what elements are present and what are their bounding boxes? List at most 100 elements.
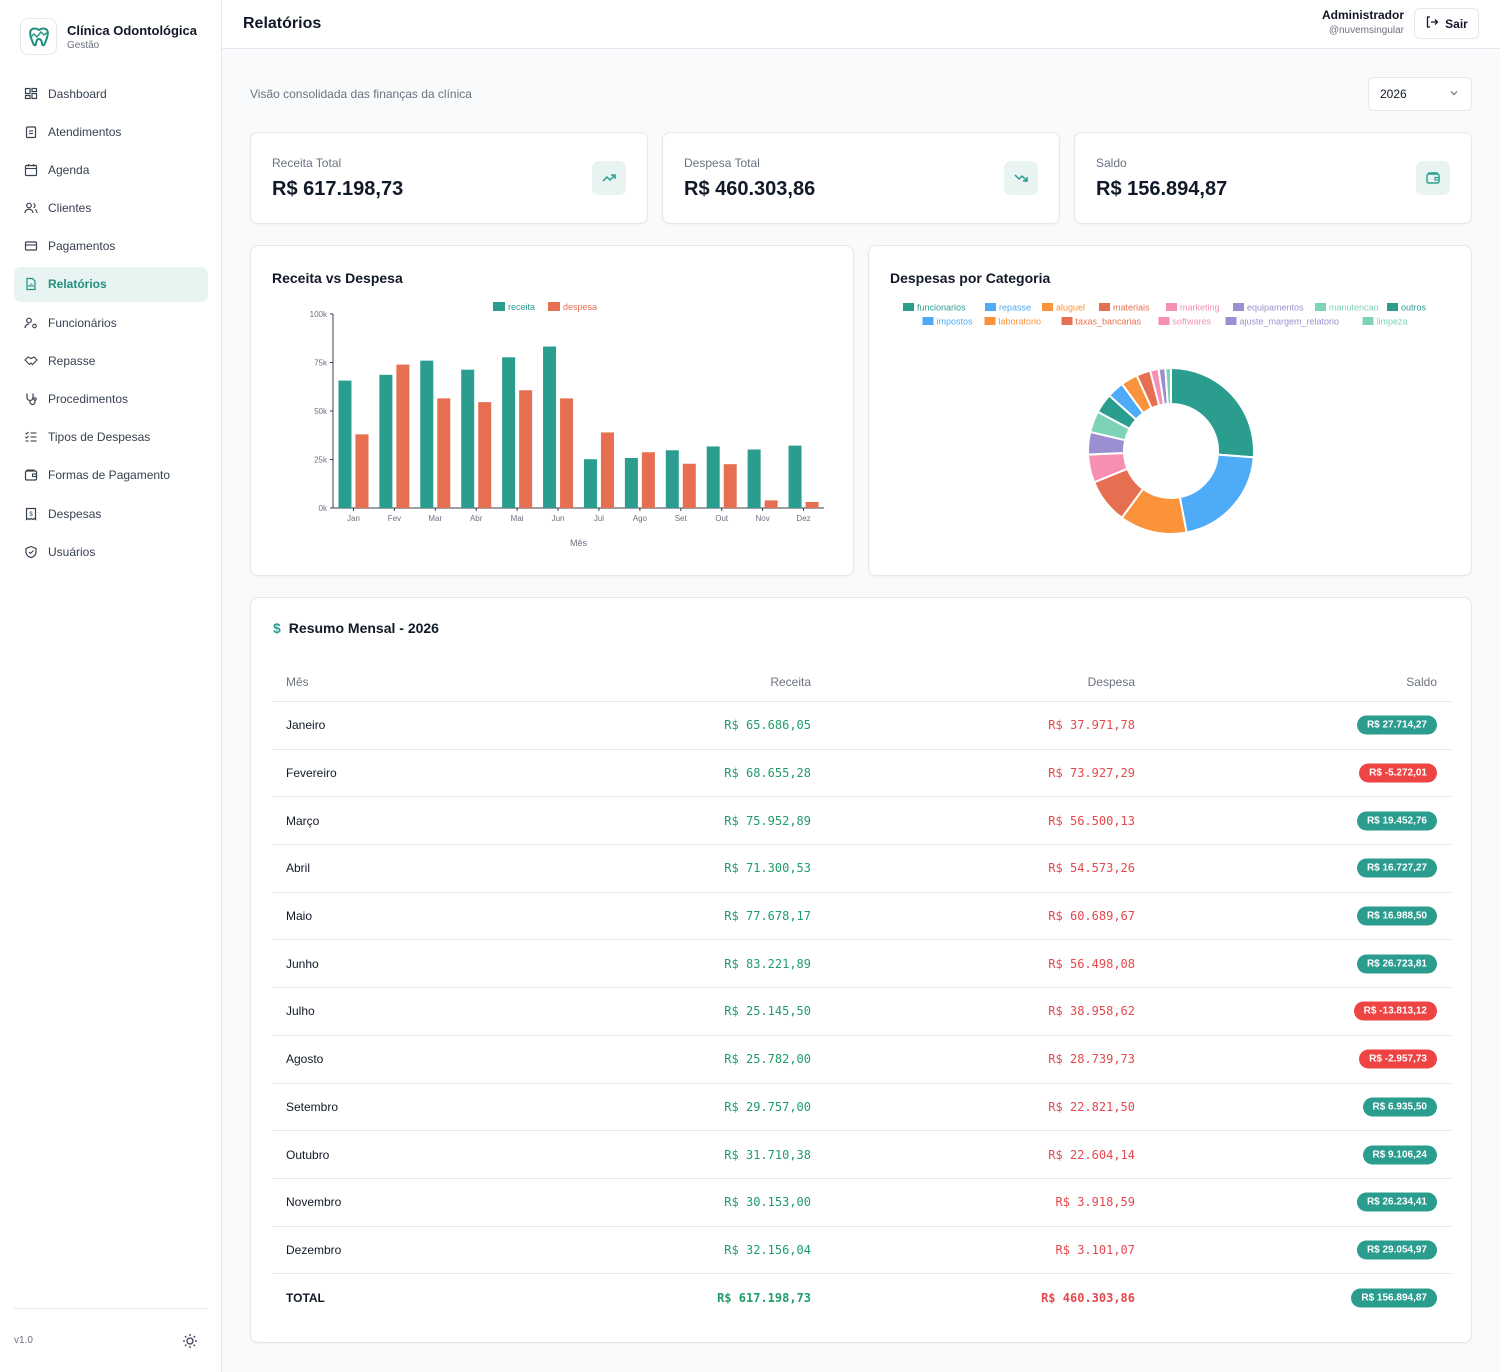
sidebar-item-tipos-de-despesas[interactable]: Tipos de Despesas — [14, 420, 208, 455]
legend-swatch — [493, 302, 505, 311]
sun-icon[interactable] — [182, 1333, 198, 1349]
cell-saldo: R$ 19.452,76 — [1356, 811, 1437, 831]
legend-label: manutencao — [1329, 303, 1379, 313]
cell-saldo: R$ 26.723,81 — [1356, 954, 1437, 974]
col-header-despesa[interactable]: Despesa — [1087, 674, 1135, 689]
x-axis-label: Mês — [570, 538, 588, 548]
version-label: v1.0 — [14, 1335, 33, 1346]
brand[interactable]: Clínica Odontológica Gestão — [20, 18, 197, 55]
sidebar-item-label: Agenda — [48, 162, 90, 177]
sidebar-item-funcionarios[interactable]: Funcionários — [14, 305, 208, 340]
cell-despesa: R$ 56.498,08 — [1048, 956, 1135, 971]
bar-despesa — [560, 398, 574, 508]
sidebar-item-clientes[interactable]: Clientes — [14, 191, 208, 226]
bar-despesa — [600, 432, 614, 508]
cell-despesa: R$ 54.573,26 — [1048, 861, 1135, 876]
year-select-value: 2026 — [1380, 87, 1407, 101]
col-header-receita[interactable]: Receita — [770, 674, 811, 689]
sidebar-item-despesas[interactable]: $ Despesas — [14, 496, 208, 531]
sidebar-item-formas-de-pagamento[interactable]: Formas de Pagamento — [14, 458, 208, 493]
cell-receita: R$ 65.686,05 — [724, 718, 811, 733]
stat-card-despesa: Despesa Total R$ 460.303,86 — [662, 132, 1060, 224]
table-row: Dezembro R$ 32.156,04 R$ 3.101,07 R$ 29.054… — [272, 1227, 1451, 1275]
brand-subtitle: Gestão — [67, 39, 100, 51]
bar-receita — [788, 445, 802, 508]
sidebar-item-label: Dashboard — [48, 86, 107, 101]
logout-button[interactable]: Sair — [1414, 8, 1479, 39]
stat-card-receita: Receita Total R$ 617.198,73 — [250, 132, 648, 224]
summary-table: Mês Receita Despesa Saldo Janeiro R$ 65.6… — [272, 662, 1451, 1322]
bar-despesa — [682, 463, 696, 508]
bar-despesa — [478, 402, 492, 508]
cell-saldo: R$ 156.894,87 — [1351, 1288, 1437, 1308]
cell-mes: Setembro — [286, 1099, 339, 1114]
legend-swatch — [1315, 303, 1326, 311]
chevron-down-icon — [1449, 87, 1459, 101]
table-row: Agosto R$ 25.782,00 R$ 28.739,73 R$ -2.957,… — [272, 1036, 1451, 1084]
legend-swatch — [548, 302, 560, 311]
sidebar-item-agenda[interactable]: Agenda — [14, 152, 208, 187]
logout-label: Sair — [1445, 16, 1468, 31]
bar-receita — [502, 357, 516, 508]
legend-label: repasse — [999, 303, 1031, 313]
sidebar-footer: v1.0 — [14, 1308, 208, 1372]
cell-saldo: R$ 27.714,27 — [1356, 715, 1437, 735]
sidebar-item-pagamentos[interactable]: Pagamentos — [14, 229, 208, 264]
sidebar-item-label: Relatórios — [48, 277, 107, 292]
legend-swatch — [1362, 317, 1374, 325]
col-header-mes[interactable]: Mês — [286, 674, 309, 689]
bar-receita — [379, 374, 393, 508]
legend-swatch — [1042, 303, 1053, 311]
legend-swatch — [1233, 303, 1244, 311]
sidebar-item-label: Clientes — [48, 201, 92, 216]
y-tick-label: 25k — [314, 456, 328, 465]
year-select[interactable]: 2026 — [1368, 77, 1472, 111]
cell-mes: Janeiro — [286, 718, 326, 733]
report-icon — [24, 277, 38, 291]
sidebar: Clínica Odontológica Gestão Dashboard Ate… — [0, 0, 222, 1372]
sidebar-item-relatorios[interactable]: Relatórios — [14, 266, 208, 302]
bar-despesa — [805, 501, 819, 508]
sidebar-item-repasse[interactable]: Repasse — [14, 343, 208, 378]
x-tick-label: Dez — [796, 514, 810, 523]
legend-swatch — [1061, 317, 1073, 325]
x-tick-label: Ago — [633, 514, 648, 523]
stat-value: R$ 460.303,86 — [684, 178, 816, 200]
cell-saldo: R$ 16.988,50 — [1356, 906, 1437, 926]
donut-chart-card: Despesas por Categoria funcionarios repas… — [868, 245, 1472, 576]
col-header-saldo[interactable]: Saldo — [1406, 674, 1437, 689]
stat-label: Receita Total — [272, 156, 342, 170]
legend-swatch — [1387, 303, 1398, 311]
sidebar-item-dashboard[interactable]: Dashboard — [14, 76, 208, 111]
table-header-row: Mês Receita Despesa Saldo — [272, 662, 1451, 702]
legend-label: receita — [508, 302, 535, 312]
cell-despesa: R$ 460.303,86 — [1041, 1291, 1135, 1306]
sidebar-item-atendimentos[interactable]: Atendimentos — [14, 114, 208, 149]
bar-chart-card: Receita vs Despesa receita despesa 0k 25k 50… — [250, 245, 854, 576]
clipboard-icon — [24, 125, 38, 139]
cell-receita: R$ 75.952,89 — [724, 813, 811, 828]
cell-mes: Agosto — [286, 1052, 324, 1067]
svg-text:$: $ — [29, 512, 33, 518]
legend-label: softwares — [1173, 317, 1212, 327]
bar-receita — [665, 450, 679, 508]
stat-label: Despesa Total — [684, 156, 760, 170]
chart-title: Despesas por Categoria — [890, 270, 1051, 286]
saldo-badge: R$ 16.727,27 — [1356, 858, 1437, 878]
sidebar-item-label: Despesas — [48, 506, 102, 521]
legend-swatch — [1225, 317, 1237, 325]
stat-value: R$ 617.198,73 — [272, 178, 404, 200]
sidebar-item-label: Pagamentos — [48, 239, 116, 254]
sidebar-item-procedimentos[interactable]: Procedimentos — [14, 382, 208, 417]
sidebar-item-usuarios[interactable]: Usuários — [14, 534, 208, 569]
legend-swatch — [1166, 303, 1177, 311]
y-tick-label: 50k — [314, 407, 328, 416]
cell-receita: R$ 71.300,53 — [724, 861, 811, 876]
dollar-icon: $ — [273, 620, 281, 636]
saldo-badge: R$ 29.054,97 — [1356, 1240, 1437, 1260]
user-info: Administrador @nuvemsingular — [1322, 8, 1404, 36]
x-tick-label: Out — [715, 514, 729, 523]
legend-label: laboratorio — [999, 317, 1042, 327]
table-row: Fevereiro R$ 68.655,28 R$ 73.927,29 R$ -5.2… — [272, 750, 1451, 798]
user-cog-icon — [24, 316, 38, 330]
